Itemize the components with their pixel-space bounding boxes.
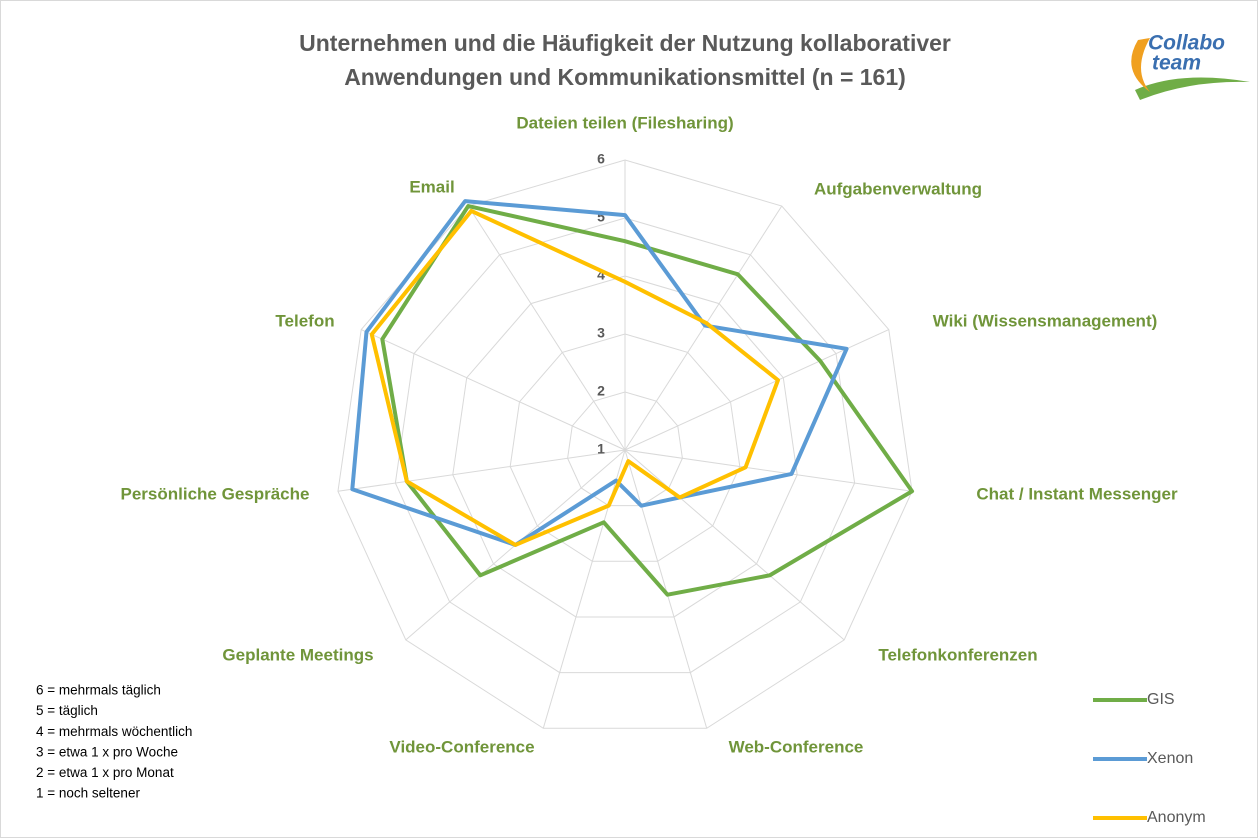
grid-ring <box>567 391 683 507</box>
r-tick-label: 1 <box>597 441 605 457</box>
series-line <box>350 199 849 547</box>
chart-title: Anwendungen und Kommunikationsmittel (n … <box>344 64 906 90</box>
category-label: Aufgabenverwaltung <box>814 179 982 198</box>
category-label: Persönliche Gespräche <box>121 484 310 503</box>
legend-label: GIS <box>1147 691 1175 708</box>
legend-label: Xenon <box>1147 750 1193 767</box>
category-label: Email <box>409 177 454 196</box>
logo-swoosh <box>1131 38 1150 92</box>
legend-label: Anonym <box>1147 809 1206 826</box>
category-label: Wiki (Wissensmanagement) <box>933 311 1158 330</box>
grid-ring <box>394 217 856 674</box>
category-label: Telefonkonferenzen <box>878 645 1037 664</box>
scale-note: 4 = mehrmals wöchentlich <box>36 724 192 739</box>
r-tick-label: 4 <box>597 267 605 283</box>
scale-note: 5 = täglich <box>36 703 98 718</box>
spoke <box>624 449 913 492</box>
series-line <box>380 204 915 597</box>
spoke <box>624 449 708 729</box>
logo-text: team <box>1152 52 1201 75</box>
scale-note: 2 = etwa 1 x pro Monat <box>36 765 174 780</box>
grid-ring <box>337 159 913 729</box>
r-tick-label: 3 <box>597 325 605 341</box>
scale-note: 1 = noch seltener <box>36 786 140 801</box>
grid-ring <box>509 333 741 562</box>
spoke <box>624 449 845 641</box>
r-tick-label: 2 <box>597 383 605 399</box>
chart-title: Unternehmen und die Häufigkeit der Nutzu… <box>299 30 951 56</box>
category-label: Dateien teilen (Filesharing) <box>516 113 733 132</box>
spoke <box>467 205 626 451</box>
logo-text: Collabo <box>1148 32 1225 55</box>
category-label: Web-Conference <box>729 737 864 756</box>
category-label: Telefon <box>275 311 334 330</box>
r-tick-label: 6 <box>597 151 605 167</box>
spoke <box>624 205 783 451</box>
category-label: Video-Conference <box>389 737 534 756</box>
series-line <box>369 208 781 547</box>
grid-ring <box>452 275 798 618</box>
category-label: Chat / Instant Messenger <box>976 484 1178 503</box>
spoke <box>337 449 626 492</box>
category-label: Geplante Meetings <box>222 645 373 664</box>
spoke <box>360 329 626 451</box>
scale-note: 6 = mehrmals täglich <box>36 683 161 698</box>
r-tick-label: 5 <box>597 209 605 225</box>
logo: Collabo team <box>1131 32 1250 100</box>
scale-note: 3 = etwa 1 x pro Woche <box>36 744 178 759</box>
logo-swoosh <box>1135 77 1250 100</box>
